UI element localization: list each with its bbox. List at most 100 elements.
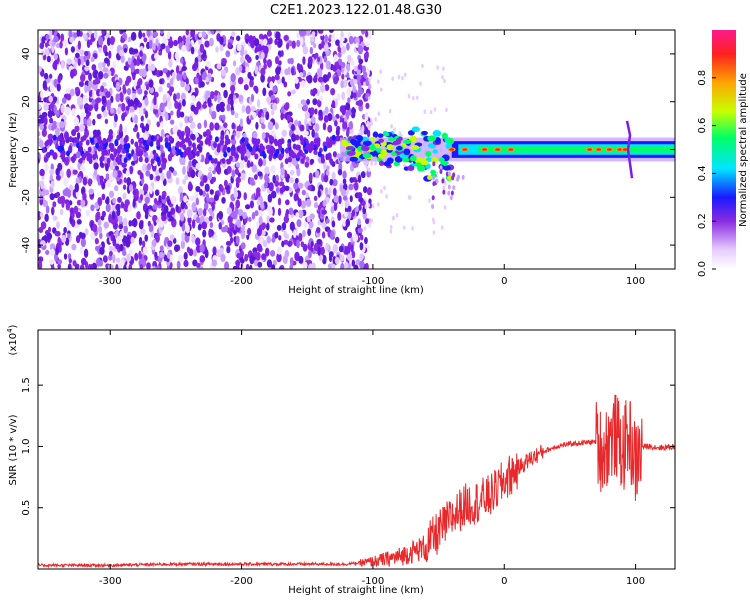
- noise-speck: [281, 240, 285, 248]
- noise-band-speck: [287, 156, 292, 163]
- noise-speck: [56, 230, 61, 237]
- noise-speck: [219, 101, 225, 109]
- noise-speck: [184, 126, 190, 135]
- trace-cluster: [396, 146, 403, 151]
- noise-speck: [198, 31, 203, 38]
- noise-band-speck: [168, 135, 173, 142]
- noise-speck: [254, 38, 260, 47]
- noise-speck: [370, 121, 374, 126]
- noise-band-speck: [85, 139, 90, 146]
- noise-speck: [66, 87, 72, 94]
- trace-cluster: [445, 143, 452, 149]
- noise-band-speck: [316, 137, 321, 144]
- noise-speck: [235, 259, 241, 268]
- noise-speck: [215, 30, 222, 34]
- noise-speck: [142, 246, 148, 255]
- noise-speck: [233, 186, 237, 195]
- noise-speck: [351, 209, 356, 217]
- noise-speck: [86, 118, 92, 127]
- trace-cluster: [426, 175, 433, 180]
- noise-speck: [100, 85, 105, 93]
- noise-speck: [318, 95, 324, 101]
- noise-speck: [318, 109, 323, 117]
- noise-speck: [71, 59, 75, 65]
- noise-speck: [374, 161, 377, 166]
- trace-cluster: [362, 152, 372, 159]
- noise-speck: [245, 105, 251, 115]
- noise-speck: [76, 151, 81, 159]
- noise-speck: [339, 254, 345, 262]
- noise-speck: [190, 95, 196, 101]
- noise-speck: [46, 55, 51, 63]
- noise-speck: [255, 54, 259, 60]
- noise-speck: [208, 215, 213, 222]
- noise-speck: [49, 83, 54, 92]
- noise-speck: [266, 30, 272, 37]
- noise-speck: [149, 86, 155, 94]
- noise-speck: [102, 44, 108, 54]
- noise-speck: [39, 211, 44, 218]
- noise-speck: [106, 37, 111, 46]
- trace-cluster: [403, 148, 411, 156]
- noise-speck: [321, 246, 325, 256]
- noise-speck: [415, 95, 419, 100]
- trace-tail: [431, 195, 435, 201]
- noise-speck: [204, 248, 209, 259]
- noise-speck: [126, 176, 132, 187]
- noise-speck: [63, 39, 67, 47]
- noise-speck: [351, 107, 357, 114]
- noise-speck: [189, 195, 195, 202]
- noise-speck: [115, 93, 121, 103]
- noise-speck: [257, 171, 263, 177]
- noise-speck: [209, 189, 214, 195]
- noise-speck: [253, 259, 259, 267]
- noise-speck: [43, 103, 49, 111]
- noise-speck: [153, 95, 157, 106]
- noise-speck: [336, 93, 341, 101]
- noise-speck: [349, 195, 353, 203]
- noise-speck: [238, 94, 244, 103]
- noise-speck: [256, 220, 260, 230]
- noise-speck: [397, 74, 401, 80]
- noise-speck: [197, 207, 203, 216]
- noise-speck: [161, 214, 167, 222]
- noise-speck: [345, 102, 351, 111]
- noise-speck: [103, 72, 109, 79]
- noise-speck: [115, 263, 119, 269]
- noise-speck: [296, 39, 301, 48]
- noise-band-speck: [292, 143, 297, 150]
- noise-band-speck: [114, 140, 119, 147]
- noise-speck: [60, 104, 65, 114]
- noise-speck: [280, 106, 285, 115]
- noise-speck: [142, 32, 146, 38]
- noise-band-speck: [102, 137, 107, 144]
- trace-cluster: [432, 149, 438, 154]
- noise-speck: [209, 221, 214, 228]
- noise-speck: [249, 255, 255, 265]
- trace-cluster: [397, 136, 403, 141]
- noise-speck: [281, 76, 285, 84]
- noise-speck: [57, 75, 62, 84]
- trace-cluster: [411, 126, 420, 132]
- noise-speck: [226, 246, 231, 254]
- noise-speck: [144, 97, 149, 106]
- noise-speck: [239, 159, 245, 169]
- noise-speck: [331, 34, 336, 44]
- noise-speck: [310, 116, 316, 124]
- noise-speck: [144, 90, 148, 96]
- noise-speck: [78, 232, 83, 238]
- noise-speck: [117, 215, 123, 223]
- trace-cluster: [411, 145, 420, 151]
- noise-speck: [343, 79, 348, 89]
- noise-speck: [356, 76, 361, 86]
- noise-speck: [379, 69, 382, 74]
- noise-speck: [274, 231, 279, 239]
- snr-series-line: [38, 394, 675, 569]
- noise-speck: [128, 220, 132, 227]
- noise-speck: [308, 249, 312, 259]
- noise-band-speck: [221, 158, 226, 165]
- trace-tail: [442, 189, 446, 195]
- noise-speck: [297, 103, 303, 110]
- noise-speck: [139, 172, 144, 180]
- trace-cluster: [369, 143, 376, 151]
